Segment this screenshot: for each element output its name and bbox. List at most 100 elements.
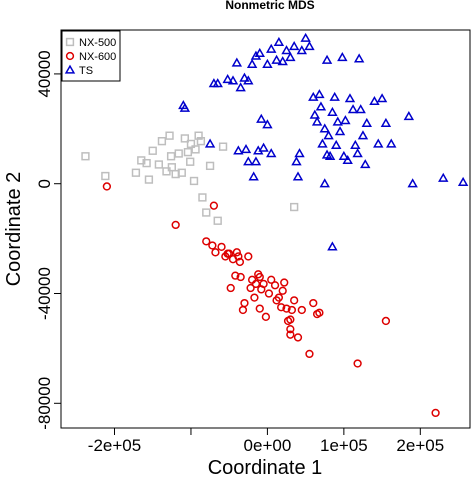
data-point-nx-600 — [264, 289, 274, 298]
x-axis-label: Coordinate 1 — [208, 457, 323, 477]
data-point-ts — [315, 101, 327, 111]
legend-marker-nx-600 — [65, 51, 75, 61]
data-point-ts — [311, 116, 323, 126]
data-point-nx-500 — [180, 134, 189, 143]
legend: NX-500 NX-600 TS — [61, 30, 121, 82]
data-point-nx-500 — [213, 216, 222, 225]
data-point-ts — [438, 172, 449, 182]
data-point-nx-600 — [267, 275, 276, 284]
data-point-nx-600 — [217, 242, 226, 251]
data-point-nx-600 — [431, 408, 440, 418]
data-point-nx-600 — [293, 333, 303, 342]
data-point-nx-500 — [165, 131, 174, 140]
data-point-nx-500 — [202, 208, 211, 217]
x-tick-label: -2e+05 — [88, 436, 141, 455]
data-points — [81, 32, 469, 418]
data-point-nx-600 — [270, 281, 280, 290]
data-point-ts — [294, 148, 305, 158]
data-point-ts — [347, 104, 359, 114]
data-point-ts — [369, 95, 380, 106]
legend-label: TS — [79, 65, 93, 77]
data-point-nx-600 — [255, 304, 264, 313]
data-point-nx-600 — [278, 286, 287, 295]
data-point-ts — [285, 52, 296, 62]
data-point-nx-600 — [234, 252, 243, 261]
data-point-nx-600 — [171, 220, 180, 230]
data-point-nx-500 — [205, 161, 215, 171]
y-tick-label: -80000 — [35, 377, 54, 430]
data-point-nx-500 — [142, 158, 151, 168]
data-point-nx-500 — [191, 145, 200, 154]
data-point-nx-600 — [238, 305, 248, 315]
data-point-ts — [314, 89, 325, 99]
data-point-ts — [334, 126, 346, 136]
data-point-ts — [179, 102, 191, 112]
data-point-ts — [338, 150, 350, 160]
data-point-nx-600 — [286, 325, 295, 334]
data-point-nx-500 — [166, 152, 176, 161]
data-point-nx-500 — [81, 152, 90, 161]
data-point-ts — [243, 156, 254, 166]
data-point-ts — [231, 57, 243, 67]
legend-label: NX-600 — [79, 51, 116, 63]
data-point-ts — [212, 78, 223, 88]
data-point-ts — [222, 73, 233, 84]
data-point-nx-500 — [131, 168, 141, 177]
data-point-ts — [319, 178, 330, 188]
data-point-ts — [340, 115, 351, 125]
data-point-nx-500 — [196, 137, 206, 146]
data-point-ts — [373, 138, 384, 148]
data-point-nx-600 — [277, 303, 286, 312]
data-point-nx-600 — [247, 275, 257, 284]
data-point-nx-600 — [287, 305, 297, 315]
data-point-nx-600 — [211, 248, 220, 257]
data-point-nx-500 — [144, 175, 154, 184]
data-point-nx-600 — [225, 249, 234, 258]
data-point-nx-500 — [186, 139, 196, 149]
data-point-nx-600 — [282, 304, 291, 313]
data-point-ts — [376, 93, 388, 103]
data-point-nx-600 — [286, 330, 295, 339]
data-point-nx-600 — [209, 201, 219, 210]
data-point-ts — [273, 36, 285, 47]
data-point-nx-600 — [240, 298, 249, 308]
y-tick-label: -40000 — [35, 267, 54, 320]
y-tick-label: 40000 — [35, 50, 54, 97]
data-point-ts — [300, 32, 311, 42]
data-point-ts — [288, 41, 300, 51]
data-point-ts — [292, 171, 304, 181]
data-point-ts — [291, 156, 302, 166]
data-point-ts — [361, 117, 372, 128]
data-point-nx-500 — [174, 149, 183, 158]
data-point-ts — [250, 156, 262, 166]
data-point-ts — [329, 91, 340, 101]
data-point-nx-600 — [290, 296, 299, 305]
data-point-nx-500 — [186, 157, 195, 166]
data-point-nx-600 — [259, 279, 268, 289]
data-point-nx-600 — [315, 308, 324, 317]
data-point-ts — [239, 72, 250, 82]
data-point-nx-500 — [177, 168, 186, 177]
data-point-ts — [331, 139, 342, 149]
data-point-ts — [262, 58, 273, 68]
data-point-nx-600 — [226, 283, 235, 293]
data-point-ts — [357, 130, 369, 140]
x-tick-label: 2e+05 — [396, 436, 444, 455]
x-tick-label: 0e+00 — [244, 436, 292, 455]
y-tick-label: 0 — [35, 179, 54, 188]
data-point-ts — [258, 142, 269, 152]
data-point-ts — [317, 138, 328, 148]
data-point-nx-500 — [194, 131, 203, 140]
data-point-ts — [266, 148, 277, 158]
y-axis: -80000 -40000 0 40000 — [35, 50, 61, 430]
data-point-ts — [309, 109, 321, 119]
data-point-ts — [342, 154, 353, 165]
data-point-nx-600 — [102, 182, 112, 191]
data-point-ts — [296, 45, 308, 55]
data-point-ts — [324, 150, 336, 160]
legend-marker-ts — [64, 64, 76, 74]
data-point-nx-600 — [246, 283, 255, 293]
legend-marker-nx-500 — [65, 37, 75, 47]
data-point-nx-600 — [381, 316, 391, 326]
